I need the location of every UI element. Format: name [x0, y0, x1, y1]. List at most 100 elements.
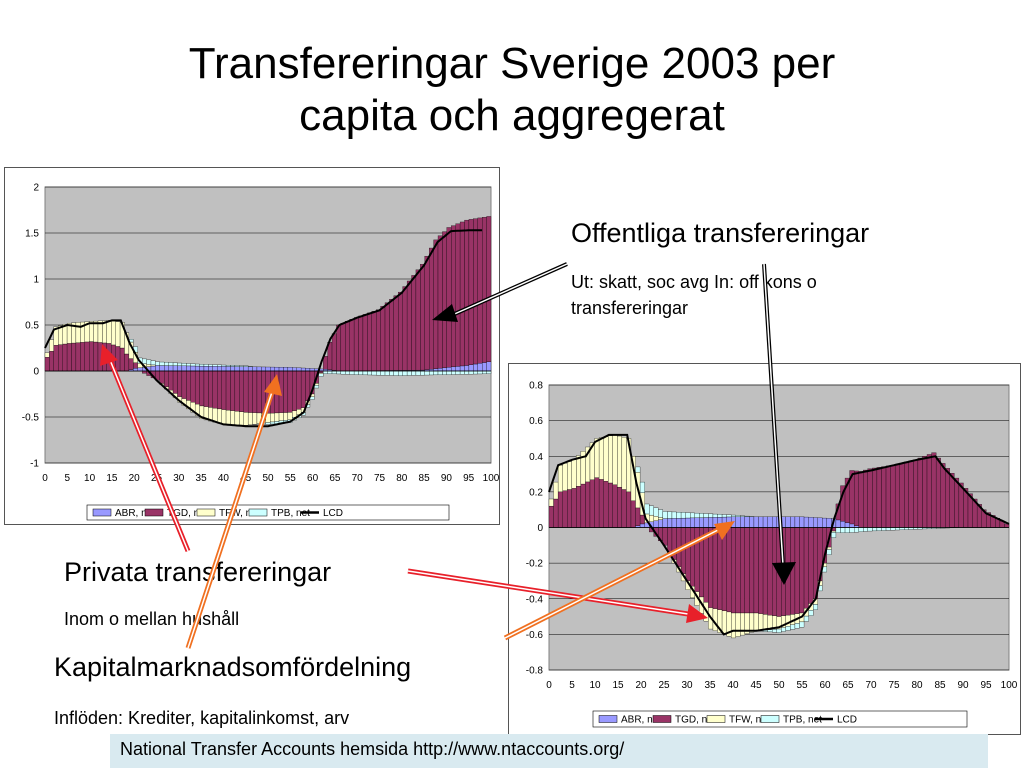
x-tick-label: 90	[441, 473, 453, 484]
x-tick-label: 5	[569, 680, 575, 691]
bar-abr	[790, 516, 796, 528]
bar-tgd	[885, 465, 891, 528]
legend-label-lcd: LCD	[323, 508, 343, 519]
bar-abr	[772, 516, 777, 528]
bar-tpb	[318, 373, 324, 377]
bar-tgd	[717, 527, 723, 610]
legend-label-tgd: TGD, net	[675, 715, 716, 726]
bar-tpb	[635, 466, 641, 473]
bar-tgd	[945, 468, 950, 528]
legend-swatch-tfw	[706, 715, 726, 723]
bar-tpb	[876, 527, 882, 531]
bar-tgd	[296, 370, 302, 410]
bar-tgd	[371, 311, 377, 371]
offentliga-title: Offentliga transfereringar	[571, 218, 870, 248]
bar-abr	[150, 365, 156, 372]
bar-tgd	[247, 370, 253, 413]
bar-tpb	[844, 527, 850, 533]
bar-tpb	[194, 363, 200, 367]
legend-label-abr: ABR, net	[621, 715, 661, 726]
offentliga-sub-1: Ut: skatt, soc avg In: off kons o	[571, 272, 817, 292]
bar-tgd	[935, 457, 941, 528]
x-tick-label: 50	[262, 473, 274, 484]
bar-tgd	[429, 247, 434, 370]
bar-tfw	[831, 530, 837, 533]
bar-tpb	[735, 515, 741, 517]
bar-tfw	[721, 610, 727, 635]
bar-abr	[459, 365, 465, 372]
bar-tpb	[813, 604, 818, 610]
bar-tpb	[221, 364, 227, 367]
bar-abr	[261, 366, 266, 372]
bar-tpb	[455, 370, 461, 375]
bar-abr	[292, 367, 297, 372]
bar-abr	[451, 366, 456, 372]
x-tick-label: 100	[1001, 680, 1018, 691]
bar-abr	[274, 366, 280, 372]
bar-tpb	[155, 361, 160, 366]
bar-tgd	[794, 527, 800, 614]
bar-tgd	[274, 370, 280, 414]
bar-tgd	[331, 333, 337, 371]
bar-tgd	[278, 370, 284, 413]
bar-tpb	[853, 527, 859, 533]
bar-tpb	[398, 370, 403, 376]
bar-tgd	[603, 481, 609, 528]
bar-tgd	[726, 527, 732, 613]
bar-abr	[256, 366, 262, 372]
bar-tpb	[256, 423, 262, 425]
bar-abr	[446, 367, 452, 372]
bar-abr	[217, 366, 222, 372]
bar-tgd	[621, 489, 627, 528]
bar-abr	[477, 363, 483, 372]
bar-tgd	[71, 342, 77, 372]
bar-tpb	[420, 370, 425, 376]
x-tick-label: 85	[934, 680, 946, 691]
legend-label-tpb: TPB, net	[271, 508, 310, 519]
bar-tgd	[594, 477, 600, 528]
bar-tpb	[890, 527, 896, 531]
bar-tgd	[172, 370, 178, 394]
bar-tfw	[247, 412, 253, 425]
bar-abr	[794, 516, 800, 528]
bar-tgd	[446, 227, 452, 368]
x-tick-label: 75	[374, 473, 386, 484]
bar-tgd	[84, 341, 90, 372]
bar-abr	[662, 518, 668, 528]
bar-tpb	[781, 627, 786, 632]
bar-tpb	[230, 365, 236, 367]
y-tick-label: -0.8	[526, 666, 544, 677]
bar-tpb	[658, 509, 664, 518]
bar-tgd	[612, 484, 618, 528]
y-tick-label: 1	[33, 275, 39, 286]
bar-tgd	[376, 309, 381, 371]
x-tick-label: 35	[704, 680, 716, 691]
bar-tgd	[353, 317, 359, 371]
bar-tgd	[477, 217, 483, 364]
bar-abr	[243, 366, 249, 372]
bar-tpb	[744, 515, 750, 517]
y-tick-label: 2	[33, 183, 39, 194]
bar-tfw	[762, 614, 768, 631]
bar-tpb	[790, 624, 796, 630]
y-tick-label: -0.5	[22, 413, 40, 424]
bar-tpb	[164, 362, 169, 366]
footer-text[interactable]: National Transfer Accounts hemsida http:…	[120, 739, 625, 759]
x-tick-label: 40	[218, 473, 230, 484]
bar-abr	[639, 523, 645, 528]
bar-abr	[822, 517, 827, 528]
bar-tfw	[89, 321, 94, 342]
bar-tpb	[340, 370, 346, 375]
bar-abr	[482, 362, 487, 372]
bar-tgd	[411, 275, 417, 371]
bar-abr	[817, 517, 823, 528]
bar-abr	[731, 516, 736, 528]
bar-abr	[813, 517, 818, 528]
bar-abr	[464, 365, 470, 372]
bar-abr	[735, 516, 741, 528]
bar-tpb	[726, 514, 732, 518]
bar-tgd	[292, 370, 297, 412]
x-tick-label: 20	[129, 473, 141, 484]
bar-tgd	[168, 370, 174, 391]
bar-tfw	[557, 465, 563, 493]
